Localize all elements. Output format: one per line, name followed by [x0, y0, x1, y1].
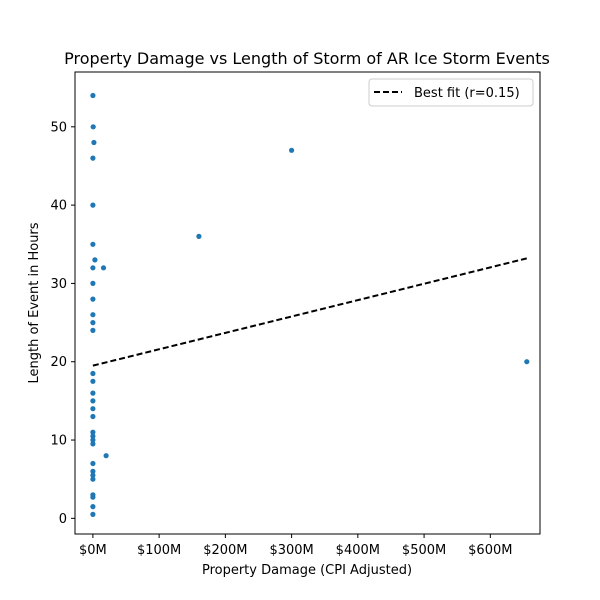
x-tick-label: $100M [137, 543, 181, 558]
x-tick-label: $600M [468, 543, 512, 558]
data-point [90, 406, 96, 412]
data-point [90, 92, 96, 99]
legend-label-best-fit: Best fit (r=0.15) [414, 86, 520, 101]
x-axis-title: Property Damage (CPI Adjusted) [202, 563, 412, 578]
data-point [90, 441, 96, 447]
x-axis: $0M $100M $200M $300M $400M $500M $600M [79, 534, 512, 558]
data-point [90, 429, 96, 435]
plot-area [90, 92, 530, 517]
y-tick-label: 40 [50, 199, 67, 214]
data-point [90, 124, 96, 130]
data-point [196, 233, 202, 239]
data-point [103, 453, 109, 459]
y-tick-label: 0 [59, 512, 67, 527]
legend-box [368, 78, 534, 107]
data-point [90, 241, 96, 247]
data-point [90, 202, 96, 208]
data-point [90, 390, 96, 396]
data-point [90, 265, 96, 271]
data-point [90, 468, 96, 474]
x-tick-label: $300M [269, 543, 313, 558]
legend: Best fit (r=0.15) [368, 78, 534, 107]
chart-title: Property Damage vs Length of Storm of AR… [64, 49, 550, 68]
data-point [92, 257, 98, 263]
data-point [90, 296, 96, 302]
data-point [90, 476, 96, 482]
data-point [90, 320, 96, 326]
data-point [90, 280, 96, 286]
data-point [90, 398, 96, 404]
data-point [90, 155, 96, 161]
data-point [90, 504, 96, 510]
data-point [90, 433, 96, 439]
y-axis: 0 10 20 30 40 50 [50, 120, 75, 527]
plot-frame [74, 71, 541, 535]
data-point [90, 413, 96, 420]
x-tick-label: $0M [79, 543, 107, 558]
y-tick-label: 30 [50, 277, 67, 292]
data-point [524, 359, 530, 365]
data-point [100, 265, 107, 271]
y-axis-title: Length of Event in Hours [27, 222, 42, 383]
data-point [90, 312, 96, 318]
x-tick-label: $400M [336, 543, 380, 558]
y-tick-label: 10 [50, 434, 67, 449]
y-tick-label: 50 [50, 120, 67, 135]
data-point [91, 139, 97, 146]
x-tick-label: $200M [203, 543, 247, 558]
data-point [90, 437, 96, 443]
data-point [90, 370, 96, 377]
data-point [90, 378, 96, 384]
data-point [90, 460, 96, 467]
data-point [90, 472, 96, 478]
best-fit-line [92, 257, 527, 367]
x-tick-label: $500M [402, 543, 446, 558]
data-point [289, 147, 295, 153]
data-point [90, 494, 96, 500]
data-point [90, 327, 96, 333]
data-point [90, 511, 96, 517]
y-tick-label: 20 [50, 355, 67, 370]
